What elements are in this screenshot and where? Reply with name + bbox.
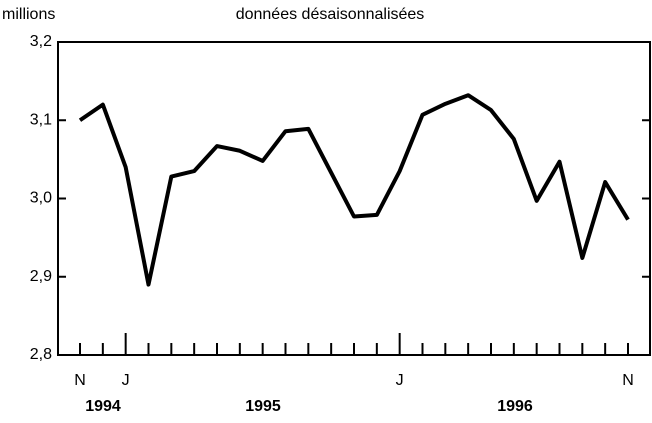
y-tick-label: 3,2 xyxy=(30,33,52,50)
year-label: 1994 xyxy=(85,398,121,415)
y-tick-label: 3,0 xyxy=(30,190,52,207)
chart-subtitle: données désaisonnalisées xyxy=(236,6,425,23)
x-tick-label: N xyxy=(74,372,86,389)
x-tick-label: N xyxy=(622,372,634,389)
data-line xyxy=(78,93,630,287)
y-tick-label: 2,9 xyxy=(30,268,52,285)
plot-frame xyxy=(57,41,651,356)
x-tick-label: J xyxy=(396,372,404,389)
y-tick-label: 3,1 xyxy=(30,111,52,128)
year-label: 1996 xyxy=(497,398,533,415)
year-label: 1995 xyxy=(245,398,281,415)
y-tick-label: 2,8 xyxy=(30,346,52,363)
y-axis-label: millions xyxy=(2,6,55,23)
x-tick-label: J xyxy=(122,372,130,389)
